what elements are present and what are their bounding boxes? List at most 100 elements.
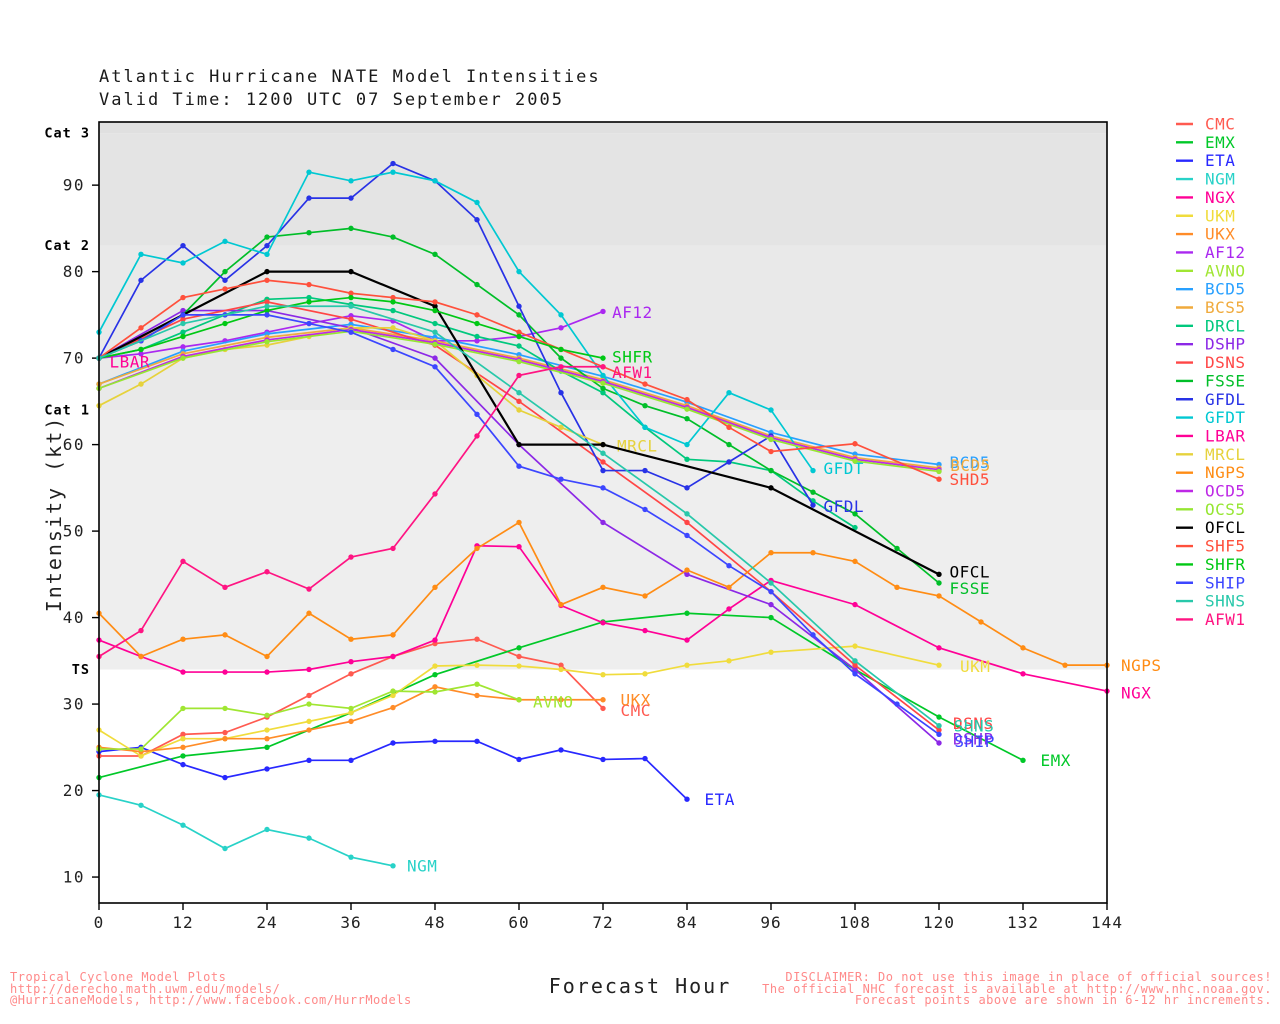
data-point-CMC (180, 731, 186, 738)
data-point-UKM (432, 663, 438, 669)
data-point-SHFR (348, 294, 354, 301)
data-point-CMC (474, 636, 480, 642)
end-label-BCS5: BCD5 (950, 456, 991, 475)
legend-label-UKX: UKX (1205, 225, 1235, 244)
data-point-SHNS (348, 303, 354, 309)
data-point-GFDL (264, 242, 270, 249)
data-point-NGPS (684, 567, 690, 573)
data-point-OFCL (264, 268, 270, 275)
series-BCD5: BCD5 (96, 321, 990, 472)
data-point-GFDT (726, 390, 732, 396)
data-point-AFW1 (558, 364, 564, 370)
data-point-EMX (264, 744, 270, 751)
data-point-GFDL (642, 467, 648, 474)
data-point-DSHP (432, 355, 438, 361)
end-label-NGX: NGX (1121, 684, 1151, 703)
legend-label-SHFR: SHFR (1205, 555, 1246, 574)
footer-disclaimer-line1: DISCLAIMER: Do not use this image in pla… (785, 970, 1272, 984)
data-point-AVNO (516, 697, 522, 703)
category-label: Cat 3 (44, 126, 90, 142)
series-line-EMX (98, 612, 1024, 779)
data-point-NGPS (642, 593, 648, 599)
data-point-NGPS (390, 632, 396, 638)
data-point-OFCL (600, 441, 606, 448)
legend-label-AF12: AF12 (1205, 243, 1246, 262)
data-point-DRCL (600, 390, 606, 396)
series-ETA: ETA (96, 738, 734, 809)
data-point-FSSE (852, 511, 858, 517)
data-point-UKX (306, 727, 312, 733)
data-point-UKM (936, 662, 942, 668)
legend-item-SHFR: SHFR (1176, 555, 1246, 574)
data-point-AVNO (390, 688, 396, 694)
data-point-NGPS (348, 636, 354, 642)
data-point-UKM (558, 666, 564, 673)
data-point-NGPS (936, 593, 942, 599)
y-axis-title: Intensity (kt) (42, 415, 66, 613)
data-point-NGPS (1020, 645, 1026, 651)
data-point-NGM (180, 822, 186, 828)
series-layer: CMCEMXETANGMNGXUKMUKXAF12AVNOBCD5BCD5DSH… (96, 160, 1162, 876)
legend-label-AVNO: AVNO (1205, 261, 1246, 280)
legend-label-AFW1: AFW1 (1205, 610, 1246, 629)
data-point-NGPS (222, 632, 228, 638)
data-point-SHIP (600, 485, 606, 491)
data-point-SHF5 (474, 312, 480, 318)
legend-label-MRCL: MRCL (1205, 445, 1246, 464)
data-point-MRCL (558, 424, 564, 431)
data-point-AF12 (180, 344, 186, 350)
legend-label-OCD5: OCD5 (1205, 482, 1246, 501)
data-point-SHIP (390, 346, 396, 353)
end-label-OFCL: OFCL (950, 563, 991, 582)
data-point-GFDT (222, 238, 228, 245)
data-point-AFW1 (390, 545, 396, 552)
end-label-SHF5: SHD5 (950, 470, 991, 489)
end-label-DSNS: DSNS (953, 714, 994, 733)
data-point-FSSE (642, 402, 648, 409)
data-point-NGPS (138, 653, 144, 660)
legend-item-GFDL: GFDL (1176, 390, 1246, 409)
legend-item-LBAR: LBAR (1176, 426, 1245, 445)
data-point-NGX (642, 627, 648, 634)
data-point-NGM (264, 826, 270, 833)
data-point-FSSE (348, 225, 354, 232)
footer-disclaimer: DISCLAIMER: Do not use this image in pla… (762, 970, 1272, 1007)
data-point-SHFR (138, 346, 144, 353)
data-point-MRCL (390, 325, 396, 331)
data-point-MRCL (516, 407, 522, 413)
data-point-UKX (180, 744, 186, 751)
data-point-AF12 (138, 351, 144, 357)
data-point-SHFR (432, 307, 438, 314)
data-point-SHFR (558, 346, 564, 353)
footer-credits: Tropical Cyclone Model Plots http://dere… (10, 971, 412, 1007)
data-point-GFDT (138, 251, 144, 258)
data-point-EMX (1020, 757, 1026, 763)
end-label-FSSE: FSSE (950, 579, 991, 598)
series-SHNS: SHNS (96, 303, 994, 736)
data-point-FSSE (306, 230, 312, 236)
data-point-FSSE (264, 234, 270, 240)
data-point-NGPS (810, 550, 816, 556)
x-tick-label: 24 (256, 913, 277, 932)
data-point-SHIP (474, 411, 480, 418)
data-point-ETA (684, 796, 690, 802)
footer-credit-line2: http://derecho.math.uwm.edu/models/ (10, 981, 281, 996)
end-label-AVNO: AVNO (533, 692, 574, 711)
data-point-AFW1 (180, 558, 186, 565)
data-point-SHF5 (852, 441, 858, 447)
data-point-SHIP (306, 320, 312, 327)
legend-label-BCD5: BCD5 (1205, 280, 1246, 299)
end-label-NGPS: NGPS (1121, 656, 1162, 675)
data-point-SHNS (432, 329, 438, 335)
data-point-DSHP (936, 740, 942, 746)
data-point-NGPS (306, 610, 312, 616)
data-point-SHF5 (642, 381, 648, 387)
legend-label-GFDL: GFDL (1205, 390, 1246, 409)
data-point-CMC (222, 729, 228, 736)
legend-label-UKM: UKM (1205, 206, 1235, 225)
data-point-AVNO (222, 705, 228, 712)
legend-item-DSNS: DSNS (1176, 353, 1245, 372)
x-tick-label: 120 (923, 913, 955, 932)
data-point-UKM (306, 718, 312, 725)
data-point-ETA (642, 755, 648, 762)
